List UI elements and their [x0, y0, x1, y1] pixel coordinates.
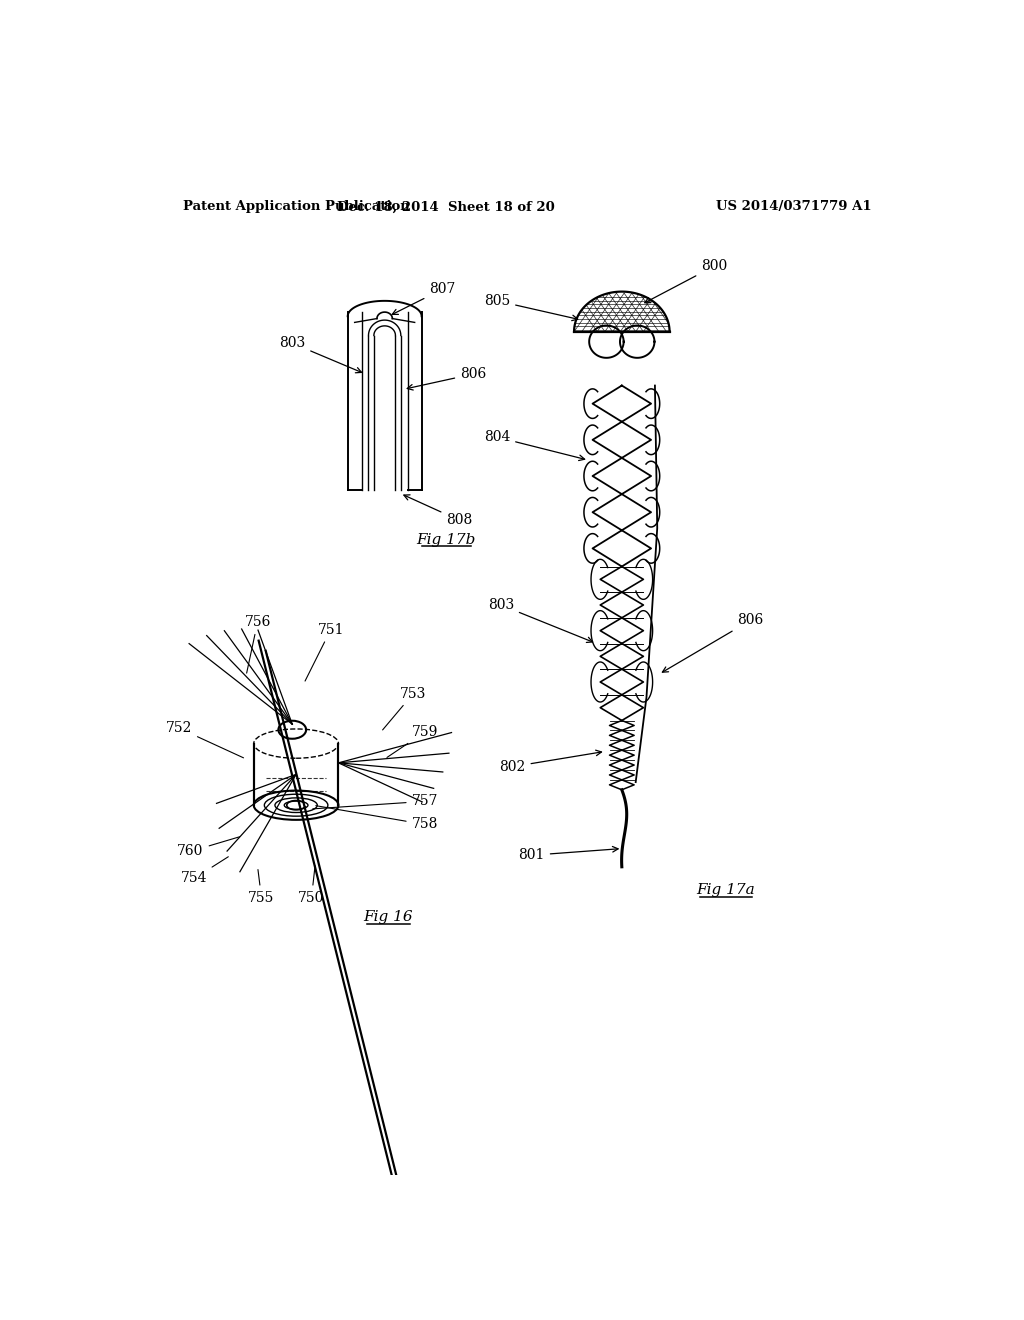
Text: 752: 752	[166, 721, 244, 758]
Text: 753: 753	[383, 686, 426, 730]
Text: 803: 803	[280, 337, 361, 372]
Text: 760: 760	[177, 837, 240, 858]
Text: Fig 17a: Fig 17a	[696, 883, 755, 896]
Text: US 2014/0371779 A1: US 2014/0371779 A1	[716, 201, 871, 214]
Text: 807: 807	[392, 282, 456, 314]
Text: 803: 803	[487, 598, 593, 643]
Text: Dec. 18, 2014  Sheet 18 of 20: Dec. 18, 2014 Sheet 18 of 20	[337, 201, 555, 214]
Text: 805: 805	[484, 294, 578, 321]
Text: 750: 750	[298, 866, 325, 904]
Text: 757: 757	[312, 795, 438, 809]
Text: 759: 759	[387, 725, 438, 758]
Text: Fig 16: Fig 16	[364, 909, 414, 924]
Text: 801: 801	[518, 846, 618, 862]
Text: 758: 758	[315, 805, 438, 832]
Text: 806: 806	[408, 367, 486, 389]
Text: 755: 755	[248, 870, 274, 904]
Text: 806: 806	[663, 614, 764, 672]
Text: 804: 804	[483, 430, 585, 461]
Text: 802: 802	[500, 750, 601, 774]
Text: 754: 754	[181, 857, 228, 886]
Text: 800: 800	[645, 259, 727, 302]
Text: Fig 17b: Fig 17b	[417, 532, 476, 546]
Text: 756: 756	[245, 615, 270, 673]
Text: Patent Application Publication: Patent Application Publication	[183, 201, 410, 214]
Text: 751: 751	[305, 623, 344, 681]
Text: 808: 808	[403, 495, 472, 527]
